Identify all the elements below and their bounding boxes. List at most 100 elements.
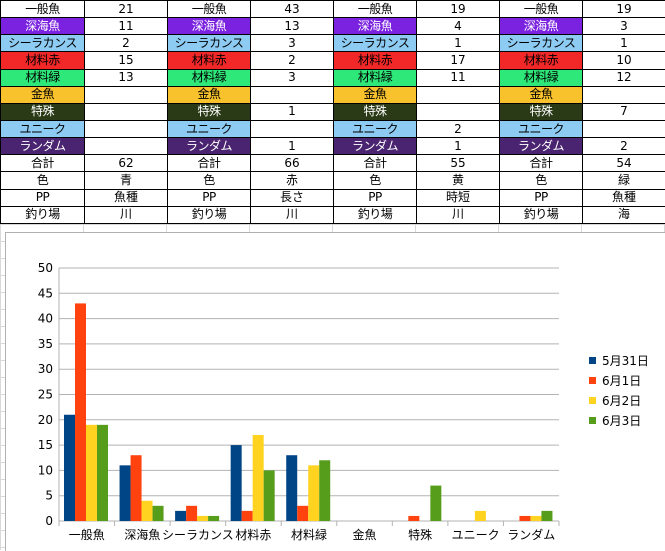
summary-label-cell[interactable]: 合計 (168, 155, 251, 172)
row-label-cell[interactable]: ランダム (500, 138, 583, 155)
value-cell[interactable]: 3 (583, 18, 665, 35)
row-label-cell[interactable]: ランダム (1, 138, 85, 155)
row-label-cell[interactable]: 金魚 (1, 86, 85, 103)
value-cell[interactable] (417, 86, 500, 103)
summary-label-cell[interactable]: 合計 (500, 155, 583, 172)
summary-label-cell[interactable]: 釣り場 (168, 206, 251, 223)
row-label-cell[interactable]: 材料緑 (1, 69, 85, 86)
summary-value-cell[interactable]: 川 (85, 206, 168, 223)
row-label-cell[interactable]: 一般魚 (1, 1, 85, 18)
row-label-cell[interactable]: 深海魚 (168, 18, 251, 35)
row-label-cell[interactable]: 深海魚 (500, 18, 583, 35)
value-cell[interactable] (85, 103, 168, 120)
row-label-cell[interactable]: 深海魚 (1, 18, 85, 35)
row-label-cell[interactable]: 一般魚 (168, 1, 251, 18)
summary-value-cell[interactable]: 魚種 (85, 189, 168, 206)
summary-label-cell[interactable]: 釣り場 (500, 206, 583, 223)
value-cell[interactable] (417, 103, 500, 120)
summary-label-cell[interactable]: PP (500, 189, 583, 206)
value-cell[interactable]: 17 (417, 52, 500, 69)
row-label-cell[interactable]: 特殊 (334, 103, 417, 120)
value-cell[interactable]: 1 (583, 35, 665, 52)
value-cell[interactable] (583, 120, 665, 137)
value-cell[interactable]: 3 (251, 35, 334, 52)
row-label-cell[interactable]: 金魚 (334, 86, 417, 103)
summary-label-cell[interactable]: 色 (1, 172, 85, 189)
summary-label-cell[interactable]: 合計 (334, 155, 417, 172)
value-cell[interactable]: 13 (85, 69, 168, 86)
value-cell[interactable] (583, 86, 665, 103)
value-cell[interactable]: 13 (251, 18, 334, 35)
row-label-cell[interactable]: 特殊 (1, 103, 85, 120)
value-cell[interactable]: 4 (417, 18, 500, 35)
summary-value-cell[interactable]: 54 (583, 155, 665, 172)
row-label-cell[interactable]: 金魚 (500, 86, 583, 103)
value-cell[interactable]: 1 (417, 138, 500, 155)
row-label-cell[interactable]: シーラカンス (334, 35, 417, 52)
summary-label-cell[interactable]: PP (1, 189, 85, 206)
summary-label-cell[interactable]: 色 (334, 172, 417, 189)
row-label-cell[interactable]: 特殊 (500, 103, 583, 120)
row-label-cell[interactable]: ユニーク (334, 120, 417, 137)
summary-label-cell[interactable]: PP (334, 189, 417, 206)
value-cell[interactable]: 19 (417, 1, 500, 18)
summary-value-cell[interactable]: 魚種 (583, 189, 665, 206)
row-label-cell[interactable]: 材料緑 (334, 69, 417, 86)
row-label-cell[interactable]: 一般魚 (500, 1, 583, 18)
row-label-cell[interactable]: シーラカンス (500, 35, 583, 52)
row-label-cell[interactable]: 材料緑 (168, 69, 251, 86)
value-cell[interactable]: 2 (85, 35, 168, 52)
row-label-cell[interactable]: 材料緑 (500, 69, 583, 86)
value-cell[interactable] (85, 86, 168, 103)
row-label-cell[interactable]: ユニーク (1, 120, 85, 137)
summary-label-cell[interactable]: 色 (168, 172, 251, 189)
summary-value-cell[interactable]: 緑 (583, 172, 665, 189)
row-label-cell[interactable]: ユニーク (168, 120, 251, 137)
value-cell[interactable] (251, 120, 334, 137)
row-label-cell[interactable]: 材料赤 (168, 52, 251, 69)
value-cell[interactable]: 21 (85, 1, 168, 18)
value-cell[interactable]: 1 (251, 138, 334, 155)
summary-value-cell[interactable]: 62 (85, 155, 168, 172)
row-label-cell[interactable]: 金魚 (168, 86, 251, 103)
row-label-cell[interactable]: 一般魚 (334, 1, 417, 18)
row-label-cell[interactable]: ランダム (168, 138, 251, 155)
value-cell[interactable] (85, 138, 168, 155)
summary-label-cell[interactable]: 合計 (1, 155, 85, 172)
row-label-cell[interactable]: 材料赤 (334, 52, 417, 69)
row-label-cell[interactable]: 材料赤 (500, 52, 583, 69)
value-cell[interactable]: 11 (85, 18, 168, 35)
summary-value-cell[interactable]: 川 (251, 206, 334, 223)
summary-value-cell[interactable]: 66 (251, 155, 334, 172)
summary-value-cell[interactable]: 川 (417, 206, 500, 223)
summary-value-cell[interactable]: 海 (583, 206, 665, 223)
row-label-cell[interactable]: ユニーク (500, 120, 583, 137)
value-cell[interactable]: 11 (417, 69, 500, 86)
value-cell[interactable]: 7 (583, 103, 665, 120)
summary-value-cell[interactable]: 黄 (417, 172, 500, 189)
summary-label-cell[interactable]: 釣り場 (334, 206, 417, 223)
value-cell[interactable]: 43 (251, 1, 334, 18)
value-cell[interactable]: 12 (583, 69, 665, 86)
summary-value-cell[interactable]: 時短 (417, 189, 500, 206)
row-label-cell[interactable]: 材料赤 (1, 52, 85, 69)
value-cell[interactable] (85, 120, 168, 137)
value-cell[interactable]: 2 (417, 120, 500, 137)
summary-label-cell[interactable]: 色 (500, 172, 583, 189)
summary-value-cell[interactable]: 赤 (251, 172, 334, 189)
value-cell[interactable]: 2 (251, 52, 334, 69)
row-label-cell[interactable]: 深海魚 (334, 18, 417, 35)
value-cell[interactable]: 1 (417, 35, 500, 52)
row-label-cell[interactable]: シーラカンス (1, 35, 85, 52)
value-cell[interactable]: 3 (251, 69, 334, 86)
summary-value-cell[interactable]: 長さ (251, 189, 334, 206)
value-cell[interactable]: 1 (251, 103, 334, 120)
summary-value-cell[interactable]: 55 (417, 155, 500, 172)
summary-label-cell[interactable]: PP (168, 189, 251, 206)
value-cell[interactable]: 15 (85, 52, 168, 69)
summary-label-cell[interactable]: 釣り場 (1, 206, 85, 223)
row-label-cell[interactable]: シーラカンス (168, 35, 251, 52)
value-cell[interactable]: 2 (583, 138, 665, 155)
value-cell[interactable]: 19 (583, 1, 665, 18)
